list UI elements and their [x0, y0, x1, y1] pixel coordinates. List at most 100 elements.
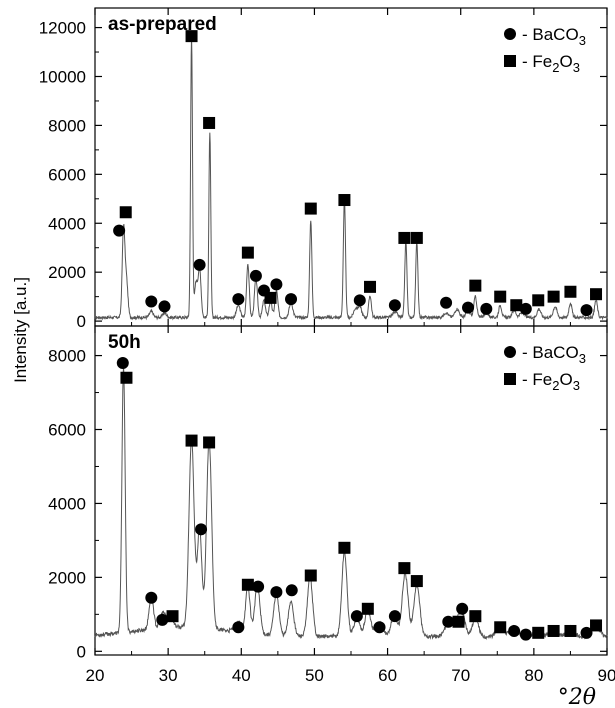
y-tick-label: 2000	[48, 263, 86, 282]
y-tick-label: 6000	[48, 165, 86, 184]
legend-label: - Fe2O3	[522, 370, 580, 393]
fe2o3-marker	[203, 116, 216, 129]
baco3-marker	[580, 626, 593, 639]
fe2o3-marker	[203, 436, 216, 449]
fe2o3-marker	[304, 569, 317, 582]
fe2o3-marker	[410, 231, 423, 244]
fe2o3-marker	[494, 621, 507, 634]
fe2o3-marker	[532, 626, 545, 639]
fe2o3-marker	[590, 619, 603, 632]
y-tick-label: 6000	[48, 421, 86, 440]
baco3-marker	[158, 300, 171, 313]
fe2o3-marker	[452, 615, 465, 628]
y-tick-label: 4000	[48, 494, 86, 513]
legend-label: - BaCO3	[522, 25, 586, 48]
baco3-marker	[285, 293, 298, 306]
baco3-marker	[145, 591, 158, 604]
panel-title: 50h	[108, 332, 141, 353]
baco3-marker	[519, 302, 532, 315]
panel-as-prepared: 0 2000 4000 6000 8000 10000 12000 as-prepared - …	[39, 7, 608, 331]
baco3-marker	[442, 615, 455, 628]
y-tick-label: 8000	[48, 347, 86, 366]
legend-square-icon	[504, 55, 516, 67]
baco3-marker	[580, 304, 593, 317]
legend-label: - BaCO3	[522, 343, 586, 366]
y-axis-title: Intensity [a.u.]	[11, 277, 30, 383]
legend-circle-icon	[504, 346, 516, 358]
x-tick-label: 30	[159, 666, 178, 685]
fe2o3-marker	[494, 290, 507, 303]
fe2o3-marker	[185, 434, 198, 447]
fe2o3-marker	[398, 231, 411, 244]
baco3-marker	[388, 299, 401, 312]
y-tick-label: 12000	[39, 19, 86, 38]
baco3-marker	[519, 628, 532, 641]
fe2o3-marker	[547, 624, 560, 637]
panel-title: as-prepared	[108, 14, 217, 35]
fe2o3-marker	[166, 610, 179, 623]
legend-square-icon	[504, 373, 516, 385]
x-tick-label: 50	[305, 666, 324, 685]
y-tick-label: 10000	[39, 67, 86, 86]
baco3-marker	[270, 278, 283, 291]
fe2o3-marker	[264, 291, 277, 304]
baco3-marker	[350, 610, 363, 623]
fe2o3-marker	[564, 285, 577, 298]
baco3-marker	[462, 301, 475, 314]
panel-50h: 0 2000 4000 6000 8000 50h - BaCO3 - Fe2O3	[48, 325, 608, 661]
baco3-marker	[195, 523, 208, 536]
x-tick-label: 20	[86, 666, 105, 685]
fe2o3-marker	[361, 602, 374, 615]
legend-label: - Fe2O3	[522, 52, 580, 75]
fe2o3-marker	[469, 279, 482, 292]
baco3-marker	[480, 302, 493, 315]
fe2o3-marker	[590, 288, 603, 301]
fe2o3-marker	[410, 575, 423, 588]
y-tick-label: 2000	[48, 568, 86, 587]
fe2o3-marker	[119, 206, 132, 219]
x-tick-label: 40	[232, 666, 251, 685]
baco3-marker	[113, 224, 126, 237]
fe2o3-marker	[564, 624, 577, 637]
x-tick-label: 90	[598, 666, 615, 685]
baco3-marker	[440, 296, 453, 309]
fe2o3-marker	[338, 194, 351, 207]
baco3-marker	[232, 621, 245, 634]
fe2o3-marker	[120, 371, 133, 384]
fe2o3-marker	[469, 610, 482, 623]
legend-circle-icon	[504, 28, 516, 40]
y-tick-label: 0	[77, 642, 86, 661]
baco3-marker	[156, 613, 169, 626]
baco3-marker	[249, 269, 262, 282]
fe2o3-marker	[241, 578, 254, 591]
baco3-marker	[508, 624, 521, 637]
shared-axes: 20 30 40 50 60 70 80 90°2θ Intensity [a.u.]	[11, 277, 615, 708]
fe2o3-marker	[185, 30, 198, 43]
x-tick-label: 80	[524, 666, 543, 685]
fe2o3-marker	[510, 299, 523, 312]
fe2o3-marker	[532, 294, 545, 307]
baco3-marker	[285, 584, 298, 597]
y-tick-label: 0	[77, 312, 86, 331]
baco3-marker	[388, 610, 401, 623]
x-axis-title: °2θ	[558, 685, 596, 708]
baco3-marker	[116, 356, 129, 369]
fe2o3-marker	[398, 562, 411, 575]
baco3-marker	[145, 295, 158, 308]
baco3-marker	[456, 602, 469, 615]
baco3-marker	[193, 258, 206, 271]
fe2o3-marker	[364, 280, 377, 293]
fe2o3-marker	[304, 202, 317, 215]
baco3-marker	[373, 621, 386, 634]
xrd-trace	[94, 366, 608, 641]
xrd-trace	[94, 35, 608, 321]
baco3-marker	[270, 586, 283, 599]
fe2o3-marker	[241, 246, 254, 259]
baco3-marker	[232, 293, 245, 306]
y-tick-label: 4000	[48, 214, 86, 233]
baco3-marker	[252, 580, 265, 593]
fe2o3-marker	[547, 290, 560, 303]
baco3-marker	[353, 294, 366, 307]
x-tick-label: 60	[378, 666, 397, 685]
